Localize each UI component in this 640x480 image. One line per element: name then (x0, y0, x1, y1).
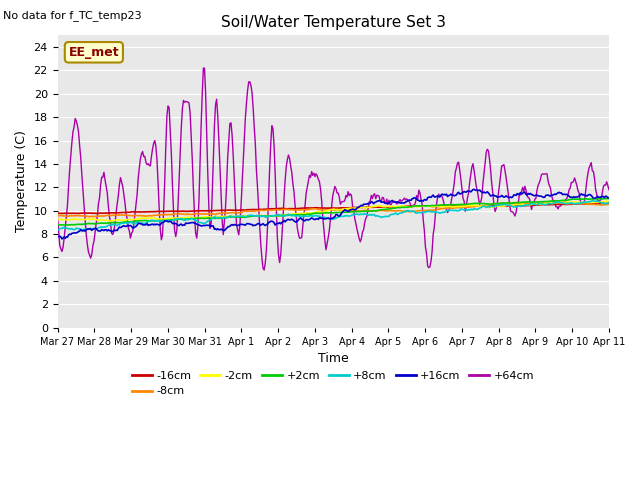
Title: Soil/Water Temperature Set 3: Soil/Water Temperature Set 3 (221, 15, 445, 30)
Legend: -16cm, -8cm, -2cm, +2cm, +8cm, +16cm, +64cm: -16cm, -8cm, -2cm, +2cm, +8cm, +16cm, +6… (128, 366, 539, 401)
Text: EE_met: EE_met (68, 46, 119, 59)
Text: No data for f_TC_temp23: No data for f_TC_temp23 (3, 11, 142, 22)
Y-axis label: Temperature (C): Temperature (C) (15, 131, 28, 232)
X-axis label: Time: Time (318, 352, 349, 365)
